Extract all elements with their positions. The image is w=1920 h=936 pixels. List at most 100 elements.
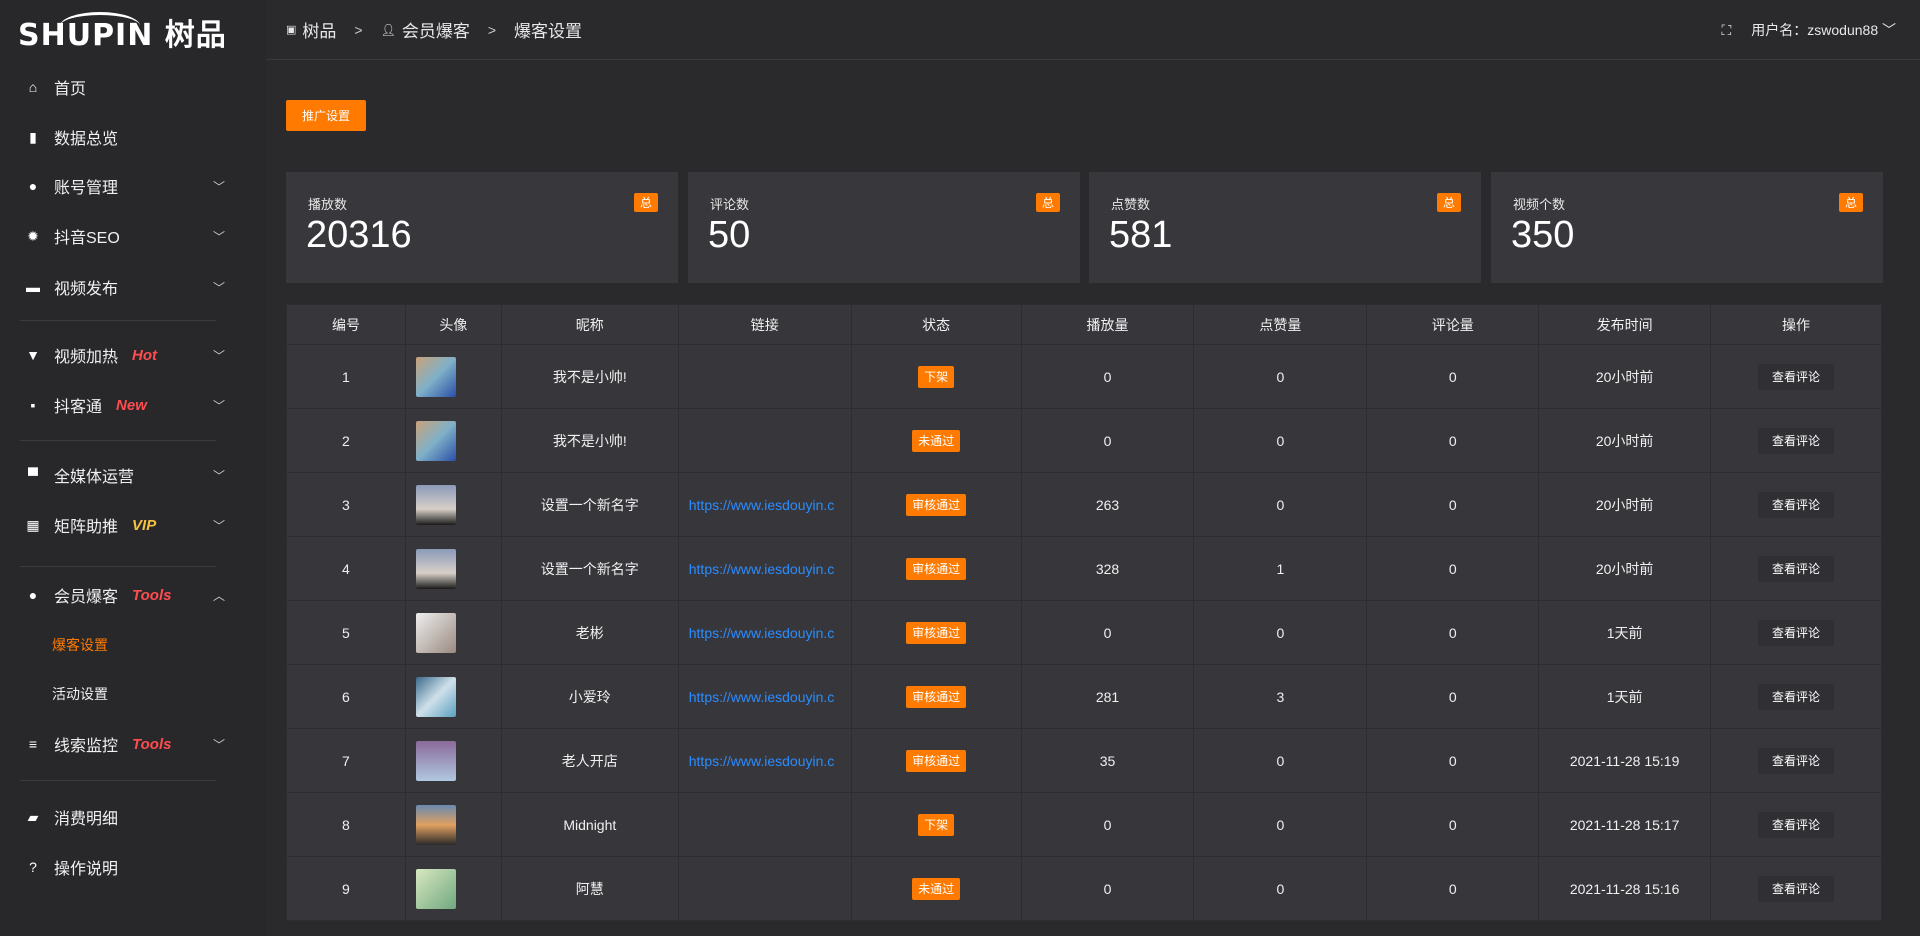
view-comments-button[interactable]: 查看评论 bbox=[1758, 748, 1835, 774]
sidebar-item[interactable]: ● 账号管理 ﹀ bbox=[0, 161, 266, 211]
fullscreen-icon[interactable]: ⛶ bbox=[1721, 21, 1732, 38]
row-id: 2 bbox=[286, 408, 406, 473]
view-comments-button[interactable]: 查看评论 bbox=[1758, 876, 1835, 902]
sidebar-item[interactable]: ▪ 抖客通 New ﹀ bbox=[0, 380, 266, 430]
view-comments-button[interactable]: 查看评论 bbox=[1758, 812, 1835, 838]
video-link[interactable] bbox=[677, 408, 852, 473]
avatar-cell bbox=[404, 344, 502, 409]
avatar-cell bbox=[404, 600, 502, 665]
comments: 0 bbox=[1366, 536, 1540, 601]
publish-time: 2021-11-28 15:16 bbox=[1538, 856, 1712, 921]
sidebar-item[interactable]: ▦ 矩阵助推 VIP ﹀ bbox=[0, 500, 266, 550]
sidebar-item-label: 抖音SEO bbox=[54, 230, 120, 247]
video-link[interactable] bbox=[677, 792, 852, 857]
sidebar-item[interactable]: ● 会员爆客 Tools ︿ bbox=[0, 570, 266, 620]
sidebar-item[interactable]: ✹ 抖音SEO ﹀ bbox=[0, 211, 266, 261]
view-comments-button[interactable]: 查看评论 bbox=[1758, 556, 1835, 582]
avatar-cell bbox=[404, 728, 502, 793]
sidebar-item[interactable]: ▼ 视频加热 Hot ﹀ bbox=[0, 330, 266, 380]
stat-card: 点赞数 581 总 bbox=[1089, 172, 1481, 283]
view-comments-button[interactable]: 查看评论 bbox=[1758, 428, 1835, 454]
column-header: 播放量 bbox=[1020, 304, 1195, 345]
plays: 281 bbox=[1020, 664, 1195, 729]
status-cell: 未通过 bbox=[850, 408, 1022, 473]
likes: 0 bbox=[1193, 408, 1368, 473]
avatar-cell bbox=[404, 856, 502, 921]
view-comments-button[interactable]: 查看评论 bbox=[1758, 364, 1835, 390]
publish-time: 20小时前 bbox=[1538, 536, 1712, 601]
chevron-up-icon: ︿ bbox=[213, 588, 226, 603]
sidebar-item-label: 账号管理 bbox=[54, 180, 119, 197]
video-link[interactable]: https://www.iesdouyin.c bbox=[677, 600, 852, 665]
plays: 0 bbox=[1020, 792, 1195, 857]
status-cell: 未通过 bbox=[850, 856, 1022, 921]
sidebar-item[interactable]: ▮ 数据总览 bbox=[0, 112, 266, 162]
sidebar-item[interactable]: ? 操作说明 bbox=[0, 842, 266, 892]
sidebar-item[interactable]: 活动设置 bbox=[0, 669, 266, 719]
chevron-down-icon: ﹀ bbox=[213, 179, 226, 194]
status-cell: 下架 bbox=[850, 792, 1022, 857]
chevron-down-icon: ﹀ bbox=[1882, 22, 1896, 38]
view-comments-button[interactable]: 查看评论 bbox=[1758, 684, 1835, 710]
table-row: 7 老人开店 https://www.iesdouyin.c 审核通过 35 0… bbox=[286, 728, 1882, 793]
row-id: 5 bbox=[286, 600, 406, 665]
avatar-cell bbox=[404, 408, 502, 473]
comments: 0 bbox=[1366, 472, 1540, 537]
doc-icon: ▣ bbox=[286, 24, 297, 36]
header: ▣ 树品 > 👤︎ 会员爆客 > 爆客设置 ⛶ 用户名：zswodun88 ﹀ bbox=[266, 0, 1920, 60]
table-row: 1 我不是小帅! 下架 0 0 0 20小时前 查看评论 bbox=[286, 344, 1882, 409]
breadcrumb-item[interactable]: 树品 bbox=[302, 22, 337, 41]
status-cell: 审核通过 bbox=[850, 600, 1022, 665]
sidebar-item-label: 活动设置 bbox=[52, 686, 108, 702]
chevron-down-icon: ﹀ bbox=[213, 229, 226, 244]
video-link[interactable]: https://www.iesdouyin.c bbox=[677, 728, 852, 793]
status-cell: 审核通过 bbox=[850, 472, 1022, 537]
sidebar-item[interactable]: ▬ 视频发布 ﹀ bbox=[0, 262, 266, 312]
video-link[interactable]: https://www.iesdouyin.c bbox=[677, 664, 852, 729]
sidebar-item-label: 消费明细 bbox=[54, 811, 119, 828]
stat-label: 评论数 bbox=[710, 197, 750, 212]
sidebar-item[interactable]: ▀ 全媒体运营 ﹀ bbox=[0, 450, 266, 500]
avatar-cell bbox=[404, 536, 502, 601]
video-link[interactable] bbox=[677, 856, 852, 921]
sidebar-item[interactable]: ▰ 消费明细 bbox=[0, 792, 266, 842]
user-icon: ● bbox=[28, 587, 38, 603]
user-menu[interactable]: 用户名：zswodun88 ﹀ bbox=[1751, 22, 1896, 38]
action-cell: 查看评论 bbox=[1710, 792, 1882, 857]
action-cell: 查看评论 bbox=[1710, 664, 1882, 729]
row-id: 9 bbox=[286, 856, 406, 921]
total-badge: 总 bbox=[633, 193, 658, 212]
comments: 0 bbox=[1366, 856, 1540, 921]
avatar bbox=[415, 548, 456, 589]
likes: 1 bbox=[1193, 536, 1368, 601]
sidebar-item[interactable]: ⌂ 首页 bbox=[0, 62, 266, 112]
avatar-cell bbox=[404, 792, 502, 857]
sidebar-item-label: 数据总览 bbox=[54, 131, 119, 148]
video-link[interactable] bbox=[677, 344, 852, 409]
video-link[interactable]: https://www.iesdouyin.c bbox=[677, 536, 852, 601]
promo-settings-button[interactable]: 推广设置 bbox=[286, 100, 366, 131]
user-icon: 👤︎ bbox=[380, 22, 396, 37]
action-cell: 查看评论 bbox=[1710, 536, 1882, 601]
breadcrumb-item[interactable]: 会员爆客 bbox=[401, 22, 470, 41]
total-badge: 总 bbox=[1838, 193, 1863, 212]
nickname: 设置一个新名字 bbox=[500, 536, 679, 601]
sidebar-item[interactable]: 爆客设置 bbox=[0, 620, 266, 670]
stat-card: 播放数 20316 总 bbox=[286, 172, 678, 283]
divider bbox=[20, 780, 216, 781]
avatar bbox=[415, 484, 456, 525]
video-link[interactable]: https://www.iesdouyin.c bbox=[677, 472, 852, 537]
divider bbox=[20, 440, 216, 441]
action-cell: 查看评论 bbox=[1710, 856, 1882, 921]
sidebar-item[interactable]: ≡ 线索监控 Tools ﹀ bbox=[0, 719, 266, 769]
status-badge: 下架 bbox=[918, 814, 955, 836]
comments: 0 bbox=[1366, 792, 1540, 857]
sidebar-item-tag: New bbox=[116, 396, 147, 414]
view-comments-button[interactable]: 查看评论 bbox=[1758, 620, 1835, 646]
divider bbox=[20, 320, 216, 321]
sidebar-item-label: 会员爆客 bbox=[54, 589, 119, 606]
status-cell: 审核通过 bbox=[850, 664, 1022, 729]
row-id: 4 bbox=[286, 536, 406, 601]
gear-icon: ✹ bbox=[27, 227, 39, 244]
view-comments-button[interactable]: 查看评论 bbox=[1758, 492, 1835, 518]
